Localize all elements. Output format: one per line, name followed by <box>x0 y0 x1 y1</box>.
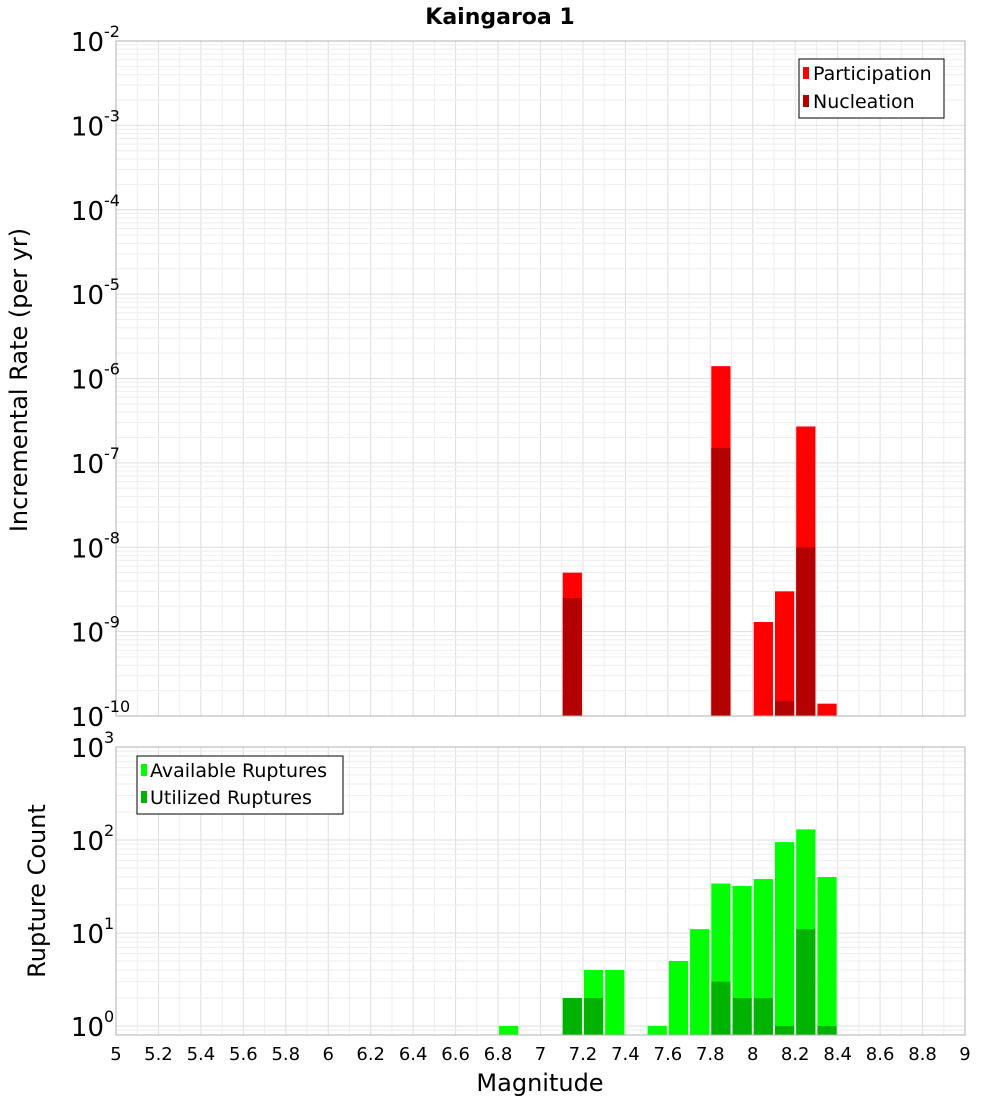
magnitude-x-tick-label: 7.2 <box>569 1044 598 1065</box>
utilized-ruptures-legend-label: Utilized Ruptures <box>150 787 312 809</box>
rate-y-tick-exponent: -2 <box>104 22 120 41</box>
count-y-tick-base: 10 <box>71 734 104 764</box>
magnitude-x-tick-label: 7.6 <box>654 1044 683 1065</box>
participation-bar <box>753 622 773 716</box>
magnitude-x-tick-label: 7.4 <box>611 1044 640 1065</box>
count-y-tick-base: 10 <box>71 827 104 857</box>
utilized-ruptures-bar <box>817 1025 837 1035</box>
utilized-ruptures-bar <box>753 997 773 1035</box>
magnitude-x-tick-label: 7.8 <box>696 1044 725 1065</box>
nucleation-bar <box>796 547 816 716</box>
rate-y-tick-exponent: -3 <box>104 106 120 125</box>
utilized-ruptures-bar <box>732 997 752 1035</box>
magnitude-x-tick-label: 9 <box>959 1044 970 1065</box>
magnitude-x-tick-label: 8.2 <box>781 1044 810 1065</box>
rate-y-tick-exponent: -9 <box>104 613 120 632</box>
utilized-ruptures-bar <box>796 929 816 1035</box>
available-ruptures-bar <box>668 960 689 1035</box>
rate-y-tick-exponent: -6 <box>104 360 120 379</box>
rate-y-tick-base: 10 <box>71 450 104 480</box>
nucleation-legend-swatch <box>803 95 809 107</box>
available-ruptures-bar <box>753 879 773 1035</box>
rate-legend-box <box>798 58 945 119</box>
participation-bar <box>774 591 795 716</box>
magnitude-x-tick-label: 6 <box>323 1044 334 1065</box>
available-ruptures-legend-label: Available Ruptures <box>150 760 327 782</box>
available-ruptures-bar <box>690 929 710 1035</box>
chart-title: Kaingaroa 1 <box>425 5 574 30</box>
magnitude-x-tick-label: 5.8 <box>271 1044 300 1065</box>
magnitude-x-tick-label: 6.8 <box>484 1044 513 1065</box>
available-ruptures-bar <box>774 842 795 1035</box>
magnitude-x-tick-label: 6.4 <box>399 1044 428 1065</box>
rate-y-axis-label: Incremental Rate (per yr) <box>5 228 33 532</box>
available-ruptures-bar <box>499 1025 519 1035</box>
nucleation-bar <box>774 701 795 716</box>
count-legend-box <box>136 755 344 815</box>
rate-y-tick-base: 10 <box>71 703 104 733</box>
magnitude-x-tick-label: 5.6 <box>229 1044 258 1065</box>
magnitude-x-ticks: 5 5.2 5.4 5.6 5.8 6 6.2 6.4 6.6 6.8 7 7.2 7.4 7.6 7.8 8… <box>110 1044 970 1065</box>
magnitude-x-tick-label: 5 <box>110 1044 121 1065</box>
rate-bars <box>562 366 837 716</box>
rate-y-tick-base: 10 <box>71 366 104 396</box>
magnitude-x-tick-label: 8.8 <box>908 1044 937 1065</box>
nucleation-bar <box>562 598 582 716</box>
magnitude-x-tick-label: 6.2 <box>356 1044 385 1065</box>
magnitude-x-tick-label: 8 <box>747 1044 758 1065</box>
magnitude-x-tick-label: 7 <box>535 1044 546 1065</box>
utilized-ruptures-bar <box>774 1025 795 1035</box>
count-y-tick-exponent: 1 <box>104 914 114 933</box>
rate-y-tick-base: 10 <box>71 619 104 649</box>
count-legend: Available Ruptures Utilized Ruptures <box>136 755 344 815</box>
count-plot-frame <box>115 746 966 1036</box>
rate-grid <box>116 40 965 717</box>
available-ruptures-bar <box>817 877 837 1035</box>
count-y-tick-exponent: 0 <box>104 1007 114 1026</box>
available-ruptures-bar <box>605 969 625 1035</box>
participation-legend-swatch <box>803 67 809 79</box>
nucleation-bar <box>711 448 731 716</box>
utilized-ruptures-bar <box>562 997 582 1035</box>
rate-y-tick-base: 10 <box>71 112 104 142</box>
rate-plot-frame <box>115 40 966 717</box>
nucleation-legend-label: Nucleation <box>813 91 915 113</box>
rate-y-tick-base: 10 <box>71 197 104 227</box>
rate-y-tick-exponent: -7 <box>104 444 120 463</box>
rate-y-tick-exponent: -8 <box>104 528 120 547</box>
count-y-tick-base: 10 <box>71 1013 104 1043</box>
participation-bar <box>817 703 837 716</box>
utilized-ruptures-legend-swatch <box>141 791 147 803</box>
magnitude-x-tick-label: 6.6 <box>441 1044 470 1065</box>
available-ruptures-bar <box>647 1025 667 1035</box>
utilized-ruptures-bar <box>583 997 604 1035</box>
available-ruptures-bar <box>732 886 752 1035</box>
magnitude-x-tick-label: 8.4 <box>823 1044 852 1065</box>
rate-panel: 10-210-310-410-510-610-710-810-910-10 In… <box>5 22 966 733</box>
participation-legend-label: Participation <box>813 63 932 85</box>
magnitude-x-tick-label: 5.2 <box>144 1044 173 1065</box>
rate-legend: Participation Nucleation <box>798 58 945 119</box>
count-y-tick-exponent: 2 <box>104 821 114 840</box>
rate-y-tick-exponent: -4 <box>104 191 120 210</box>
rate-y-tick-exponent: -10 <box>104 697 130 716</box>
rate-y-tick-base: 10 <box>71 534 104 564</box>
rate-y-tick-exponent: -5 <box>104 275 120 294</box>
utilized-ruptures-bar <box>711 981 731 1035</box>
count-y-tick-base: 10 <box>71 920 104 950</box>
magnitude-x-tick-label: 5.4 <box>187 1044 216 1065</box>
magnitude-x-tick-label: 8.6 <box>866 1044 895 1065</box>
magnitude-x-axis-label: Magnitude <box>476 1069 603 1097</box>
count-y-tick-exponent: 3 <box>104 728 114 747</box>
rate-y-tick-base: 10 <box>71 28 104 58</box>
available-ruptures-legend-swatch <box>141 764 147 776</box>
count-y-axis-label: Rupture Count <box>23 804 51 978</box>
count-bars <box>499 829 837 1035</box>
rate-y-ticks: 10-210-310-410-510-610-710-810-910-10 <box>71 22 130 733</box>
rate-y-tick-base: 10 <box>71 281 104 311</box>
